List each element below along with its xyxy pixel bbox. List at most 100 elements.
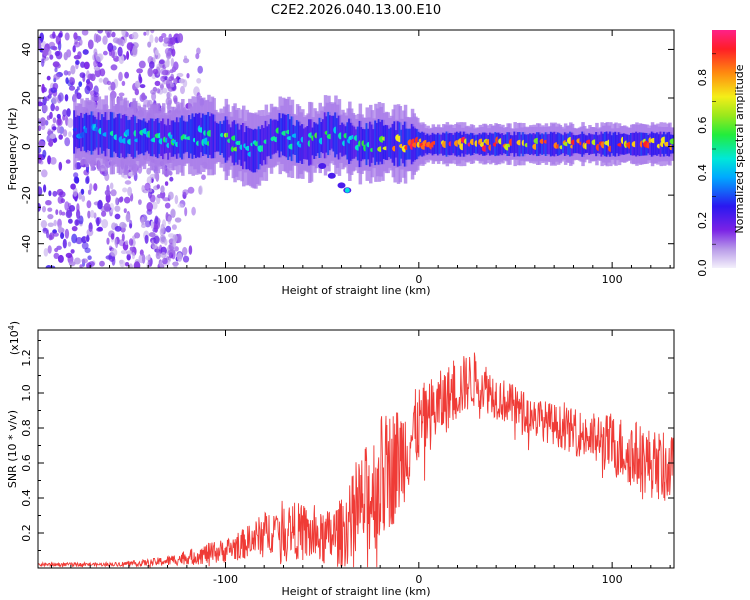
noise-blob [47,214,54,220]
noise-blob [81,195,86,202]
noise-blob [134,88,139,96]
noise-blob [64,32,70,41]
noise-blob [38,189,43,194]
ridge-body [87,115,91,151]
noise-blob [150,220,154,229]
noise-blob [118,71,123,82]
noise-blob [164,202,171,209]
noise-blob [170,208,176,218]
noise-blob [70,183,76,190]
noise-blob [125,213,131,223]
x-tick-label: 100 [602,273,623,286]
snr-y-label: SNR (10 * v/v) [6,410,19,488]
spectrogram-panel: -100 0 100 40 20 0 -20 -40 Height of straight … [6,29,675,297]
noise-blob [75,237,83,245]
noise-blob [47,222,54,228]
noise-blob [168,191,174,200]
snr-x-ticks: -100 0 100 [51,330,671,586]
noise-blob [55,35,62,45]
y-tick-label: 1.2 [20,349,33,367]
noise-blob [76,86,80,91]
noise-blob [69,76,73,83]
noise-blob [154,80,161,86]
secondary-blob [337,182,346,189]
noise-blob [61,211,66,216]
noise-blob [160,252,167,259]
noise-blob [170,57,175,67]
noise-blob [148,232,156,238]
noise-blob [143,31,147,36]
noise-blob [169,176,174,182]
ridge-body [650,131,655,157]
noise-blob [146,202,153,212]
noise-blob [62,129,68,137]
noise-blob [171,224,177,230]
ridge-body [304,127,309,160]
noise-blob [133,261,141,268]
noise-blob [152,86,158,92]
noise-blob [42,206,46,213]
noise-blob [109,182,114,190]
noise-blob [104,172,110,182]
noise-blob [38,101,44,107]
noise-blob [59,191,66,198]
noise-blob [87,255,92,260]
noise-blob [40,220,48,229]
ridge-body [549,131,554,157]
noise-blob [55,209,59,216]
noise-blob [86,264,90,268]
noise-blob [55,50,63,60]
noise-blob [139,84,146,89]
noise-blob [111,31,116,38]
noise-blob [118,92,125,97]
noise-blob [136,68,144,74]
noise-blob [156,194,163,199]
noise-blob [119,259,126,268]
noise-blob [38,42,42,50]
noise-blob [73,32,78,40]
ridge-body [335,118,340,155]
spectrogram-marks [38,30,674,268]
noise-blob [79,72,86,78]
ridge-body [382,125,387,159]
noise-blob [160,68,167,76]
noise-blob [56,118,63,127]
colorbar-tick-label: 0.6 [696,116,709,134]
noise-blob [97,226,103,231]
noise-blob [95,216,102,225]
noise-blob [59,209,63,216]
ridge-body [195,113,199,159]
noise-blob [152,68,159,75]
colorbar-ticks: 0.0 0.2 0.4 0.6 0.8 [696,53,716,277]
noise-blob [43,248,49,257]
noise-blob [68,85,76,91]
noise-blob [146,30,150,36]
noise-blob [151,92,157,101]
ridge-body [576,135,580,154]
ridge-body [374,120,378,166]
noise-blob [87,210,91,219]
noise-blob [117,46,123,57]
snr-multiplier: (x104) [7,321,21,355]
noise-blob [41,83,45,94]
noise-blob [124,71,129,79]
noise-blob [144,220,151,228]
noise-blob [149,61,155,69]
noise-blob [153,235,160,244]
noise-blob [164,61,170,68]
ridge-body [515,135,519,154]
noise-blob [165,225,172,233]
noise-blob [122,187,128,193]
noise-blob [156,88,161,94]
colorbar-tick-label: 0.0 [696,259,709,277]
noise-blob [126,42,134,51]
noise-blob [56,125,61,134]
noise-blob [134,232,141,239]
noise-blob [80,188,85,195]
noise-blob [114,237,118,246]
noise-blob [98,78,104,83]
ridge-body [292,124,296,155]
noise-blob [111,256,116,266]
snr-frame [37,329,675,569]
noise-blob [118,196,123,203]
